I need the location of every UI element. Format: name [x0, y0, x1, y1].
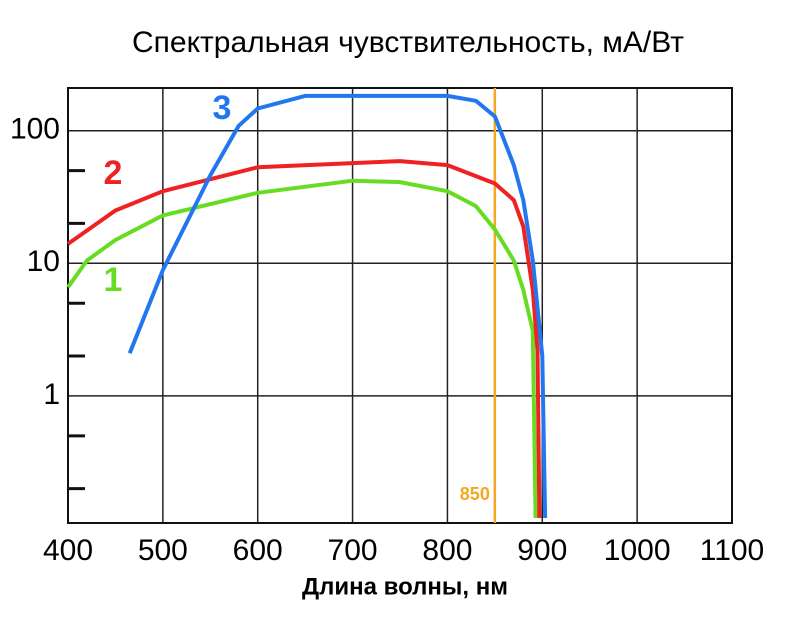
series-line [66, 159, 542, 519]
series-line [127, 93, 548, 519]
x-tick-label: 700 [328, 534, 378, 567]
x-tick-label: 400 [43, 534, 93, 567]
chart-title: Спектральная чувствительность, мА/Вт [132, 26, 684, 59]
x-tick-label: 500 [138, 534, 188, 567]
x-axis-label: Длина волны, нм [302, 573, 508, 600]
plot-frame [67, 87, 733, 524]
series-label: 3 [213, 89, 232, 127]
x-tick-label: 1100 [700, 534, 765, 567]
series-label: 2 [104, 154, 123, 192]
series-label: 1 [104, 261, 123, 299]
x-tick-label: 600 [233, 534, 283, 567]
x-tick-label: 1000 [604, 534, 671, 567]
y-tick-label: 10 [27, 245, 60, 278]
series-line [66, 178, 538, 519]
x-tick-label: 800 [422, 534, 472, 567]
x-tick-label: 900 [517, 534, 567, 567]
marker-label: 850 [460, 484, 490, 504]
y-tick-label: 1 [43, 378, 60, 411]
y-tick-label: 100 [10, 113, 60, 146]
